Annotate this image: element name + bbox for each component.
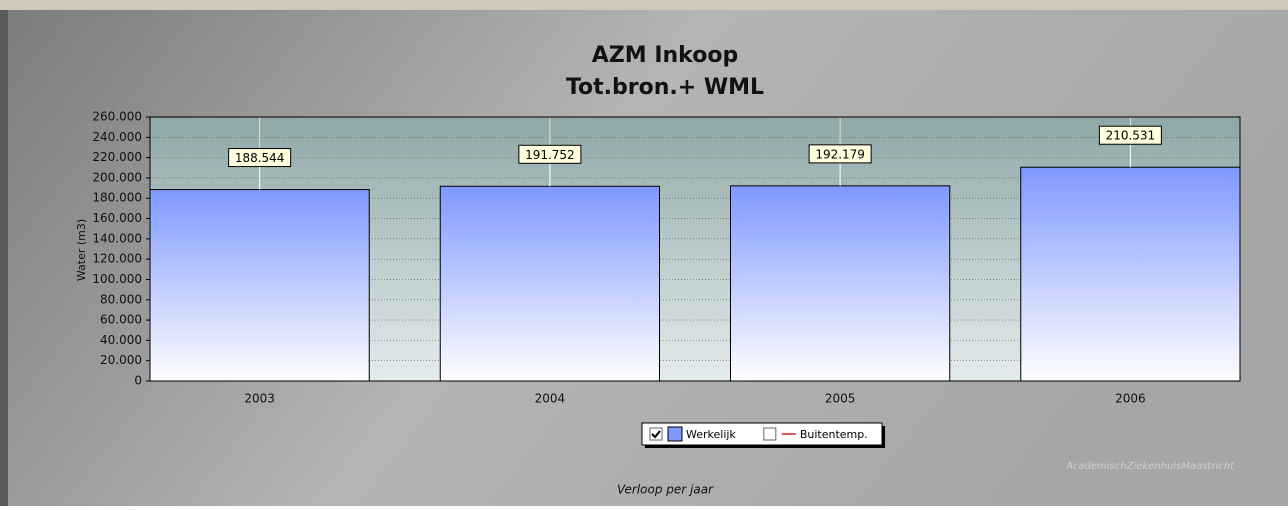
y-tick-label: 160.000 <box>92 211 142 225</box>
y-tick-label: 220.000 <box>92 150 142 164</box>
y-tick-label: 80.000 <box>100 292 142 306</box>
value-label: 192.179 <box>815 147 865 161</box>
legend-checkbox <box>763 427 777 441</box>
y-tick-label: 20.000 <box>100 353 142 367</box>
y-tick-label: 100.000 <box>92 272 142 286</box>
legend: Werkelijk Buitentemp. <box>641 422 885 448</box>
chart-title: AZM Inkoop <box>592 43 738 68</box>
x-tick-label: 2006 <box>1115 392 1146 406</box>
legend-swatch <box>667 426 683 442</box>
value-label: 188.544 <box>235 151 285 165</box>
value-label: 191.752 <box>525 148 575 162</box>
bar <box>439 185 660 382</box>
legend-label: Buitentemp. <box>800 428 868 441</box>
x-axis-label: Verloop per jaar <box>617 483 714 497</box>
plot-border <box>149 116 1241 382</box>
bar <box>1020 166 1241 382</box>
y-tick-label: 140.000 <box>92 231 142 245</box>
y-axis-label: Water (m3) <box>75 219 88 281</box>
value-label: 210.531 <box>1106 129 1156 143</box>
y-tick-label: 0 <box>134 374 142 388</box>
x-tick-label: 2003 <box>244 392 275 406</box>
x-tick-label: 2005 <box>825 392 856 406</box>
x-tick-label: 2004 <box>535 392 566 406</box>
legend-check <box>651 430 661 439</box>
value-label-box <box>808 144 872 164</box>
legend-box <box>641 422 883 446</box>
chart-subtitle: Tot.bron.+ WML <box>566 75 764 100</box>
watermark: AcademischZiekenhuisMaastricht <box>1065 461 1235 472</box>
y-tick-label: 60.000 <box>100 313 142 327</box>
value-label-box <box>1098 125 1162 145</box>
y-tick-label: 120.000 <box>92 252 142 266</box>
y-tick-label: 260.000 <box>92 110 142 124</box>
legend-checkbox <box>649 427 663 441</box>
bar <box>730 185 951 382</box>
value-label-box <box>518 144 582 164</box>
y-tick-label: 240.000 <box>92 130 142 144</box>
value-label-box <box>228 148 292 168</box>
bar <box>149 189 370 382</box>
y-tick-label: 40.000 <box>100 333 142 347</box>
y-tick-label: 200.000 <box>92 170 142 184</box>
frame-top <box>0 0 1288 10</box>
y-tick-label: 180.000 <box>92 191 142 205</box>
legend-label: Werkelijk <box>686 428 736 441</box>
